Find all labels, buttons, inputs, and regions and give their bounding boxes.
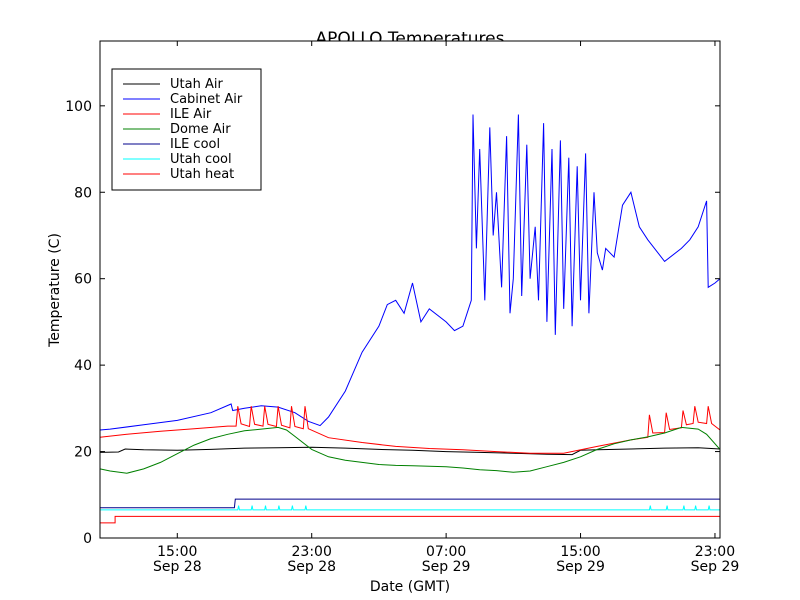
plot-frame bbox=[99, 40, 721, 539]
y-axis-label: Temperature (C) bbox=[47, 233, 63, 348]
legend-label-cabinet-air: Cabinet Air bbox=[170, 92, 243, 107]
series-line-utah-cool bbox=[100, 505, 720, 511]
x-axis-label: Date (GMT) bbox=[370, 579, 450, 595]
series-group bbox=[99, 114, 721, 524]
series-line-ile-air bbox=[99, 406, 721, 454]
x-tick-label-date: Sep 29 bbox=[556, 559, 605, 575]
y-tick-label: 0 bbox=[83, 531, 92, 547]
legend-label-ile-cool: ILE cool bbox=[170, 137, 220, 152]
y-tick-label: 100 bbox=[65, 99, 92, 115]
y-tick-label: 20 bbox=[74, 445, 92, 461]
x-tick-label-time: 23:00 bbox=[695, 544, 735, 560]
series-line-utah-heat bbox=[100, 515, 720, 524]
x-tick-label-date: Sep 28 bbox=[153, 559, 202, 575]
x-tick-label-time: 15:00 bbox=[560, 544, 600, 560]
legend-label-utah-air: Utah Air bbox=[170, 77, 223, 92]
series-line-utah-air bbox=[99, 446, 721, 456]
series-line-dome-air bbox=[99, 426, 721, 474]
legend-label-utah-cool: Utah cool bbox=[170, 152, 232, 167]
series-line-cabinet-air bbox=[99, 114, 721, 431]
x-tick-label-date: Sep 28 bbox=[287, 559, 336, 575]
y-tick-label: 60 bbox=[74, 272, 92, 288]
x-tick-label-date: Sep 29 bbox=[691, 559, 740, 575]
y-tick-label: 40 bbox=[74, 358, 92, 374]
x-tick-label-date: Sep 29 bbox=[422, 559, 471, 575]
x-tick-label-time: 07:00 bbox=[426, 544, 466, 560]
x-tick-label-time: 15:00 bbox=[157, 544, 197, 560]
series-line-ile-cool bbox=[100, 498, 720, 509]
x-tick-label-time: 23:00 bbox=[292, 544, 332, 560]
y-tick-label: 80 bbox=[74, 185, 92, 201]
legend-label-utah-heat: Utah heat bbox=[170, 167, 234, 182]
legend-label-dome-air: Dome Air bbox=[170, 122, 231, 137]
legend-label-ile-air: ILE Air bbox=[170, 107, 212, 122]
